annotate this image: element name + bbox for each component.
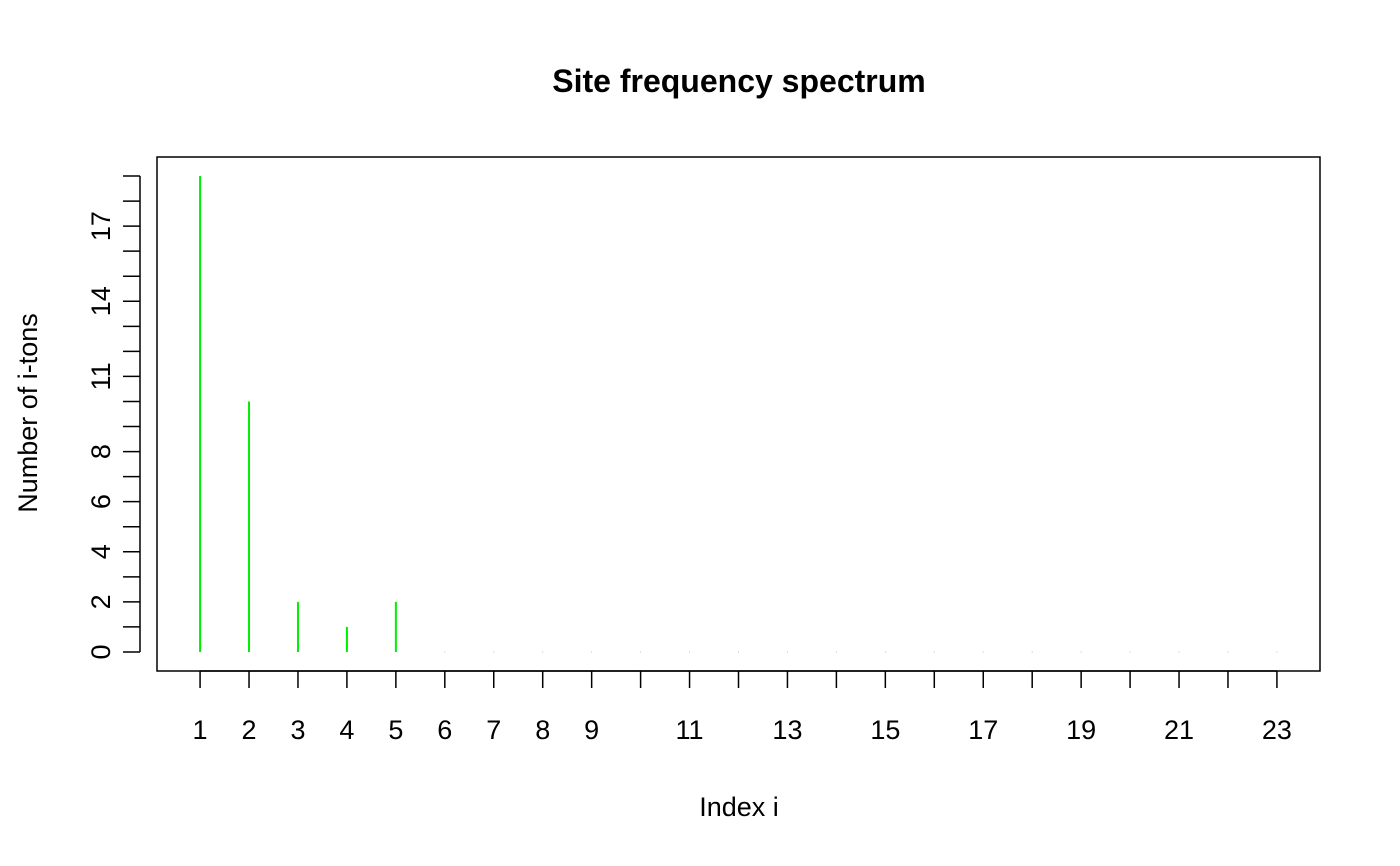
bar: [1129, 651, 1131, 653]
x-tick-label: 3: [290, 715, 305, 745]
x-tick-label: 8: [535, 715, 550, 745]
bar: [542, 651, 544, 653]
bar: [933, 651, 935, 653]
y-tick-label: 6: [86, 494, 116, 509]
y-tick-label: 8: [86, 444, 116, 459]
bar: [786, 651, 788, 653]
bar: [493, 651, 495, 653]
x-axis: 1 2 3 4 5 6 7 8 9 11 13 15 17 19 21 23: [193, 670, 1292, 745]
x-tick-label: 21: [1164, 715, 1194, 745]
x-tick-label: 15: [870, 715, 900, 745]
bar: [835, 651, 837, 653]
bar: [1178, 651, 1180, 653]
y-tick-label: 0: [86, 644, 116, 659]
x-tick-label: 13: [772, 715, 802, 745]
bar: [1080, 651, 1082, 653]
bar: [1031, 651, 1033, 653]
bar: [1276, 651, 1278, 653]
x-tick-label: 9: [584, 715, 599, 745]
y-tick-label: 14: [86, 286, 116, 316]
y-axis: 0 2 4 6 8 11 14 17: [86, 175, 141, 659]
x-tick-label: 23: [1262, 715, 1292, 745]
bar: [1227, 651, 1229, 653]
bar: [982, 651, 984, 653]
bars-group: [199, 176, 1278, 653]
x-tick-label: 6: [437, 715, 452, 745]
y-tick-label: 2: [86, 594, 116, 609]
y-axis-title: Number of i-tons: [13, 313, 43, 513]
bar: [884, 651, 886, 653]
x-tick-label: 7: [486, 715, 501, 745]
x-tick-label: 1: [193, 715, 208, 745]
y-tick-label: 4: [86, 544, 116, 559]
bar: [591, 651, 593, 653]
x-axis-title: Index i: [699, 792, 779, 822]
bar: [444, 651, 446, 653]
x-tick-label: 11: [676, 715, 704, 745]
bar: [689, 651, 691, 653]
x-tick-label: 2: [242, 715, 257, 745]
y-tick-label: 11: [86, 362, 116, 390]
bar: [738, 651, 739, 653]
x-tick-label: 17: [968, 715, 998, 745]
bar: [640, 651, 642, 653]
chart-title: Site frequency spectrum: [552, 63, 925, 99]
x-tick-label: 4: [339, 715, 354, 745]
x-tick-label: 5: [388, 715, 403, 745]
x-tick-label: 19: [1066, 715, 1096, 745]
y-tick-label: 17: [86, 211, 116, 241]
